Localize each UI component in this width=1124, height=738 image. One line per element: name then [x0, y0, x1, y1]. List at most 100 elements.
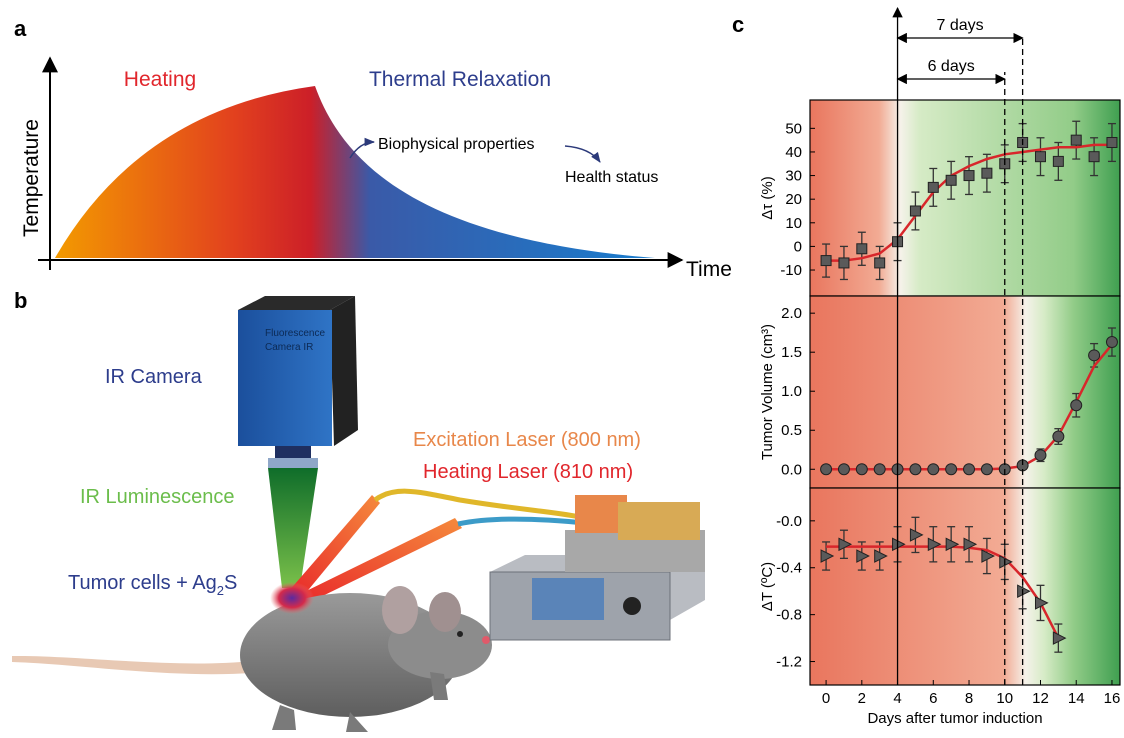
marker	[838, 257, 850, 269]
marker	[981, 167, 993, 179]
luminescence-beam	[268, 468, 318, 588]
marker	[1017, 584, 1031, 598]
axis-label: Time	[686, 258, 732, 281]
laser-beam	[288, 495, 380, 600]
y-tick-label: 10	[785, 215, 802, 232]
axis-label: Temperature	[20, 119, 43, 237]
marker	[1070, 134, 1082, 146]
marker	[874, 257, 886, 269]
plot-background	[810, 100, 1120, 296]
y-tick-label: 40	[785, 144, 802, 161]
marker	[999, 555, 1013, 569]
label-part: Tumor cells + Ag	[68, 572, 217, 594]
laser-module	[618, 502, 700, 540]
label: Heating Laser (810 nm)	[423, 461, 633, 483]
laser-display	[532, 578, 604, 620]
fit-line	[826, 143, 1112, 262]
marker	[909, 463, 922, 476]
mouse-eye	[457, 631, 463, 637]
mouse-tail	[12, 655, 262, 675]
marker	[1052, 155, 1064, 167]
camera-text: Fluorescence	[265, 328, 325, 339]
temperature-curve	[55, 86, 655, 258]
marker	[963, 170, 975, 182]
label: Tumor cells + Ag2S	[68, 572, 237, 598]
mouse-ear	[382, 586, 418, 634]
x-tick-label: 0	[822, 690, 830, 707]
mouse-nose	[482, 636, 490, 644]
marker	[856, 243, 868, 255]
plot-background	[810, 296, 1120, 488]
y-tick-label: 0.0	[781, 461, 802, 478]
marker	[892, 537, 906, 552]
x-tick-label: 4	[893, 690, 901, 707]
panel-label: b	[14, 288, 27, 313]
y-tick-label: 2.0	[781, 305, 802, 322]
tumor	[270, 582, 314, 614]
marker	[1034, 449, 1047, 462]
phase-label: Heating	[124, 68, 196, 91]
camera-top	[238, 296, 355, 310]
panel-label: c	[732, 12, 744, 37]
camera-lens	[268, 458, 318, 468]
marker	[909, 528, 924, 542]
x-axis-label: Days after tumor induction	[867, 710, 1042, 727]
note: Biophysical properties	[378, 136, 535, 153]
laser-knob	[623, 597, 641, 615]
camera-text: Camera IR	[265, 342, 313, 353]
marker	[820, 463, 833, 476]
marker	[874, 549, 888, 563]
x-tick-label: 16	[1104, 690, 1121, 707]
note: Health status	[565, 169, 658, 186]
camera-lens	[275, 446, 311, 458]
marker	[963, 463, 976, 476]
x-tick-label: 10	[996, 690, 1013, 707]
label: IR Luminescence	[80, 486, 235, 508]
marker	[945, 174, 957, 186]
marker	[838, 537, 853, 552]
x-tick-label: 14	[1068, 690, 1085, 707]
marker	[927, 181, 939, 193]
y-tick-label: 20	[785, 191, 802, 208]
y-axis-label: Δτ (%)	[759, 176, 776, 219]
arrow	[564, 145, 601, 163]
marker	[1105, 336, 1118, 349]
marker	[909, 205, 921, 217]
marker	[820, 549, 835, 563]
y-tick-label: 50	[785, 120, 802, 137]
y-tick-label: -0.0	[776, 513, 802, 530]
x-tick-label: 8	[965, 690, 973, 707]
mouse-feet	[272, 672, 448, 732]
camera	[238, 310, 332, 446]
marker	[1034, 596, 1049, 610]
marker	[945, 537, 960, 552]
marker	[1088, 151, 1100, 163]
marker	[980, 463, 993, 476]
fiber	[373, 488, 586, 521]
marker	[1088, 349, 1101, 362]
marker	[855, 463, 868, 476]
y-tick-label: 0	[794, 238, 802, 255]
marker	[1106, 137, 1118, 149]
bracket-label: 7 days	[937, 17, 984, 34]
label: Excitation Laser (800 nm)	[413, 429, 641, 451]
y-tick-label: -0.8	[776, 607, 802, 624]
y-axis-label: ΔT (ºC)	[759, 562, 776, 611]
y-tick-label: 1.0	[781, 383, 802, 400]
label-part: S	[224, 572, 237, 594]
mouse-ear	[429, 592, 461, 632]
y-tick-label: 30	[785, 168, 802, 185]
marker	[856, 549, 870, 563]
mouse-head	[388, 611, 492, 679]
camera-side	[330, 296, 358, 446]
y-tick-label: -1.2	[776, 654, 802, 671]
y-tick-label: -10	[780, 262, 802, 279]
bracket-label: 6 days	[928, 58, 975, 75]
phase-label: Thermal Relaxation	[369, 68, 551, 91]
marker	[1052, 631, 1067, 645]
marker	[963, 537, 978, 552]
label: IR Camera	[105, 366, 203, 388]
x-tick-label: 12	[1032, 690, 1049, 707]
